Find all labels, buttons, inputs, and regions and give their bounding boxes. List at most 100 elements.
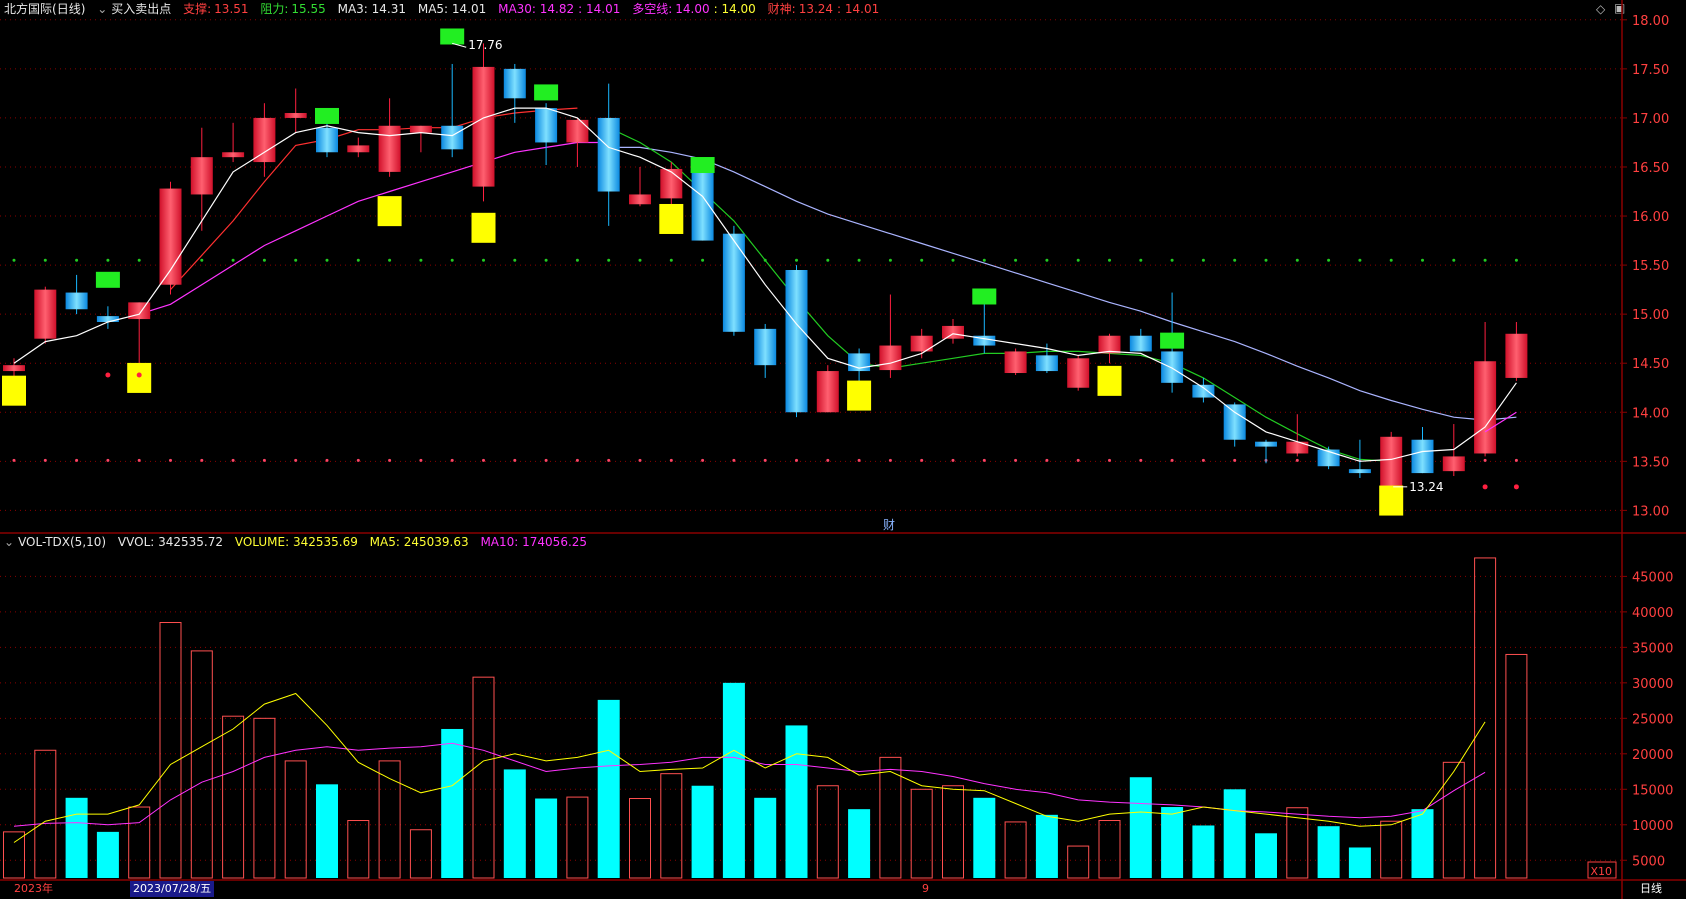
candle-body bbox=[1035, 355, 1058, 372]
support-dot bbox=[951, 458, 955, 462]
resistance-dot bbox=[951, 258, 955, 262]
candle bbox=[597, 83, 620, 226]
price-tick-label: 15.00 bbox=[1632, 308, 1669, 323]
price-tick-label: 16.00 bbox=[1632, 210, 1669, 225]
buy-point-marker bbox=[377, 196, 402, 227]
candle-body bbox=[409, 125, 432, 133]
resistance-dot bbox=[826, 258, 830, 262]
candle-body bbox=[1161, 351, 1184, 383]
support-dot bbox=[669, 458, 673, 462]
volume-bar bbox=[441, 728, 464, 878]
dkx-value: 多空线: 14.00: 14.00 bbox=[632, 2, 756, 16]
candle bbox=[128, 302, 151, 364]
volume-bar bbox=[65, 797, 88, 878]
price-tick-label: 14.00 bbox=[1632, 406, 1669, 421]
volume-bar bbox=[754, 797, 777, 878]
candle-body bbox=[910, 335, 933, 352]
volume-bar bbox=[722, 682, 745, 878]
candle-body bbox=[816, 371, 839, 413]
volume-bar bbox=[1380, 820, 1403, 879]
cs-value: 财神: 13.24: 14.01 bbox=[767, 2, 880, 16]
candle-body bbox=[691, 171, 714, 241]
candle bbox=[96, 306, 119, 329]
price-tick-label: 18.00 bbox=[1632, 14, 1669, 29]
candle bbox=[1286, 414, 1309, 457]
support-dot bbox=[1295, 458, 1299, 462]
candle bbox=[1411, 426, 1434, 474]
support-dot bbox=[607, 458, 611, 462]
candle bbox=[253, 103, 276, 177]
candle-body bbox=[1442, 456, 1465, 472]
candle bbox=[1474, 322, 1497, 457]
volume-bar bbox=[409, 829, 432, 879]
volume-bar bbox=[1067, 845, 1090, 879]
support-dot bbox=[544, 458, 548, 462]
volume-unit-box bbox=[1587, 861, 1617, 879]
volume-tick-label: 5000 bbox=[1632, 854, 1665, 869]
cursor-date: 2023/07/28/五 bbox=[130, 881, 215, 897]
buy-point-marker bbox=[1097, 365, 1122, 396]
period-button[interactable]: 日线 bbox=[1640, 882, 1662, 895]
year-label: 2023年 bbox=[14, 882, 53, 895]
candle-body bbox=[472, 66, 495, 187]
resistance-dot bbox=[1483, 258, 1487, 262]
candle-body bbox=[1098, 335, 1121, 354]
buy-point-marker bbox=[127, 362, 152, 393]
resistance-dot bbox=[200, 258, 204, 262]
ma-magenta-tail bbox=[1484, 411, 1517, 433]
candle-body bbox=[1380, 436, 1403, 487]
price-tick-label: 15.50 bbox=[1632, 259, 1669, 274]
candle bbox=[1223, 402, 1246, 447]
volume-tick-label: 35000 bbox=[1632, 641, 1673, 656]
volume-indicator-menu[interactable]: ⌄ VOL-TDX(5,10) bbox=[4, 535, 107, 549]
low-price-label: 13.24 bbox=[1409, 480, 1443, 494]
candle bbox=[159, 181, 182, 295]
support-dot bbox=[294, 458, 298, 462]
volume-bar bbox=[3, 831, 25, 879]
volume-bar bbox=[316, 784, 338, 878]
candle-body bbox=[3, 365, 25, 372]
signal-dot bbox=[136, 372, 142, 378]
resistance-dot bbox=[294, 258, 298, 262]
support-dot bbox=[482, 458, 485, 462]
resistance-dot bbox=[888, 258, 892, 262]
sell-point-marker bbox=[690, 157, 715, 174]
resistance-dot bbox=[1358, 258, 1362, 262]
ma-green-line bbox=[608, 127, 1392, 462]
resistance-dot bbox=[106, 258, 110, 262]
volume-tick-label: 45000 bbox=[1632, 570, 1673, 585]
candle-body bbox=[879, 345, 902, 371]
candle bbox=[190, 127, 213, 231]
candle-body bbox=[222, 152, 245, 158]
restore-icon[interactable]: ▣ bbox=[1614, 1, 1626, 15]
support-dot bbox=[1014, 458, 1018, 462]
buy-point-marker bbox=[847, 380, 872, 411]
vol-ma5-value: MA5: 245039.63 bbox=[369, 535, 469, 549]
support-dot bbox=[575, 458, 579, 462]
support-dot bbox=[106, 458, 110, 462]
indicator-menu[interactable]: ⌄ 买入卖出点 bbox=[97, 2, 172, 16]
support-dot bbox=[982, 458, 986, 462]
buy-point-marker bbox=[2, 375, 26, 406]
resistance-dot bbox=[75, 258, 79, 262]
support-dot bbox=[638, 458, 642, 462]
support-dot bbox=[1514, 458, 1518, 462]
candle bbox=[722, 225, 745, 336]
candle-body bbox=[1348, 469, 1371, 474]
volume-bar bbox=[816, 785, 839, 879]
volume-bar bbox=[973, 797, 996, 878]
candle-body bbox=[722, 233, 745, 332]
resistance-dot bbox=[575, 258, 579, 262]
volume-bar bbox=[1505, 653, 1528, 879]
price-legend: 北方国际(日线) ⌄ 买入卖出点 支撑: 13.51 阻力: 15.55 MA3: 1… bbox=[4, 0, 887, 18]
volume-bar bbox=[1098, 820, 1121, 879]
resistance-dot bbox=[137, 258, 141, 262]
candle-body bbox=[660, 168, 683, 199]
diamond-icon[interactable]: ◇ bbox=[1596, 2, 1606, 16]
support-dot bbox=[137, 458, 141, 462]
candle-body bbox=[1129, 335, 1152, 352]
volume-bar bbox=[1411, 809, 1434, 878]
volume-bar bbox=[253, 717, 276, 879]
price-tick-label: 16.50 bbox=[1632, 161, 1669, 176]
